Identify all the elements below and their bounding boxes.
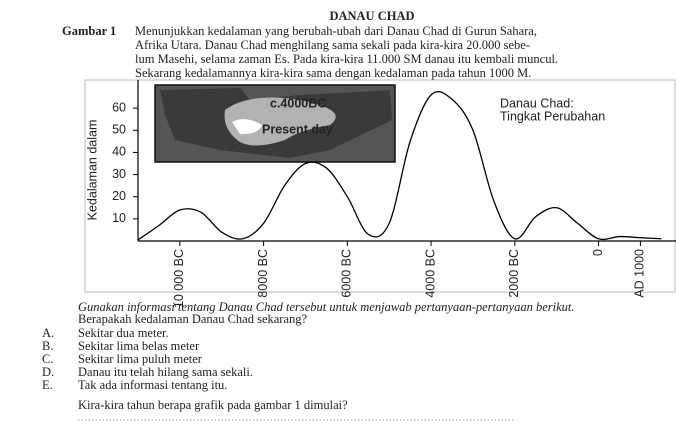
figure-label: Gambar 1 (62, 24, 116, 38)
inset-label: Present day (262, 122, 333, 136)
y-tick-label: 60 (112, 100, 126, 114)
y-axis-label: Kedalaman dalam (85, 120, 99, 221)
x-tick-label: 4000 BC (423, 249, 437, 298)
y-tick-label: 30 (112, 167, 126, 181)
inset-label: c.4000BC (270, 96, 326, 110)
question: Kira-kira tahun berapa grafik pada gamba… (78, 398, 348, 412)
option-letter: D. (42, 365, 54, 379)
caption-line: lum Masehi, selama zaman Es. Pada kira-k… (135, 52, 558, 66)
x-tick-label: 0 (591, 249, 605, 256)
option-text: Danau itu telah hilang sama sekali. (78, 365, 253, 379)
y-tick-label: 20 (112, 189, 126, 203)
option-letter: E. (42, 378, 53, 392)
option-text: Sekitar lima belas meter (78, 339, 200, 353)
annotation: Tingkat Perubahan (500, 109, 605, 123)
caption-line: Menunjukkan kedalaman yang berubah-ubah … (135, 24, 537, 38)
option-text: Tak ada informasi tentang itu. (78, 378, 227, 392)
page: DANAU CHAD Gambar 1 Menunjukkan kedalama… (0, 0, 676, 428)
x-tick-label: 2000 BC (507, 249, 521, 298)
x-tick-label: 8000 BC (256, 249, 270, 298)
title: DANAU CHAD (329, 9, 414, 23)
y-tick-label: 50 (112, 123, 126, 137)
annotation: Danau Chad: (500, 96, 574, 110)
question: Berapakah kedalaman Danau Chad sekarang? (78, 312, 308, 326)
x-tick-label: AD 1000 (633, 249, 647, 298)
y-tick-label: 10 (112, 211, 126, 225)
x-tick-label: 6000 BC (340, 249, 354, 298)
x-tick-label: 10 000 BC (172, 249, 186, 308)
option-text: Sekitar lima puluh meter (78, 352, 203, 366)
option-letter: C. (42, 352, 53, 366)
caption-line: Sekarang kedalamannya kira-kira sama den… (135, 66, 531, 80)
y-tick-label: 40 (112, 145, 126, 159)
option-text: Sekitar dua meter. (78, 326, 169, 340)
option-letter: A. (42, 326, 54, 340)
caption-line: Afrika Utara. Danau Chad menghilang sama… (135, 38, 530, 52)
inset-map: c.4000BC Present day (155, 85, 395, 162)
option-letter: B. (42, 339, 53, 353)
